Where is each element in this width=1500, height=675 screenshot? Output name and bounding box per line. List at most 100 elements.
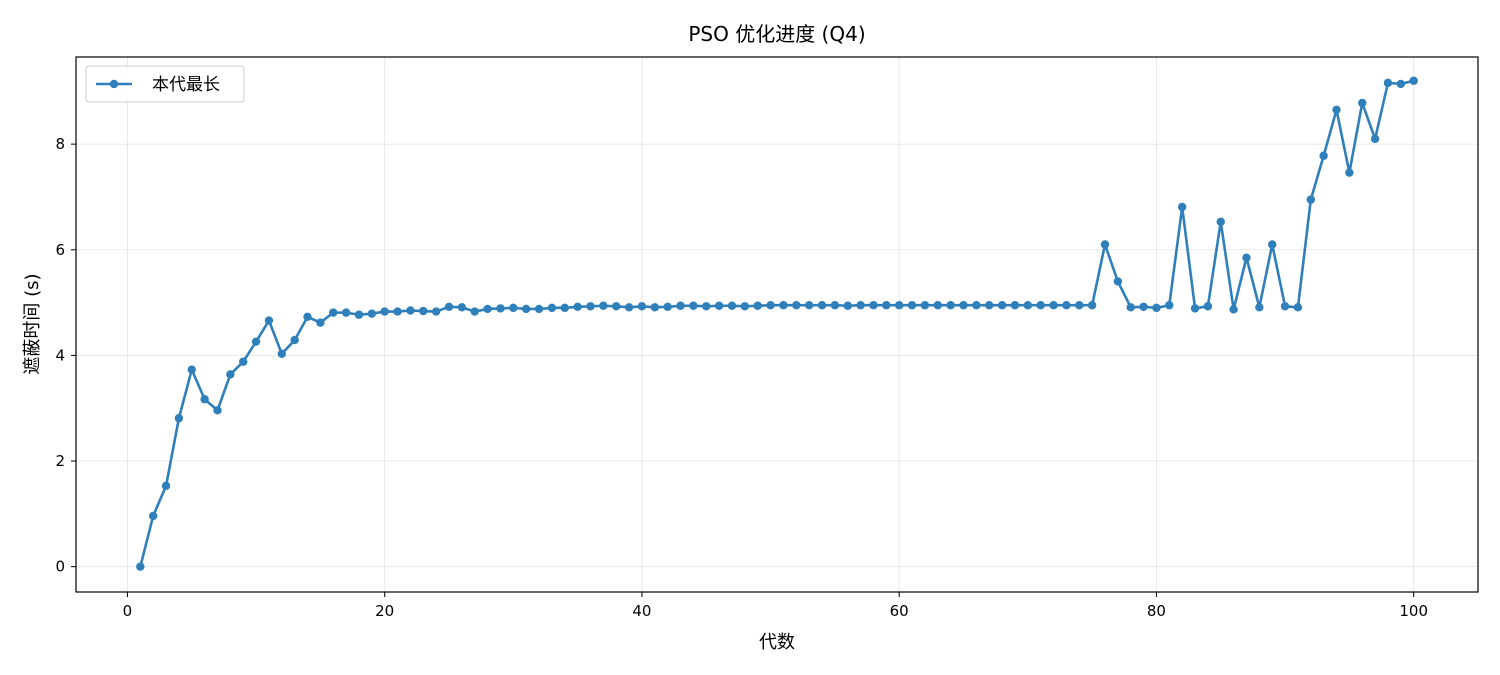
x-axis-label: 代数	[759, 632, 795, 653]
data-point	[869, 301, 878, 310]
data-point	[161, 481, 171, 491]
data-point	[1345, 168, 1354, 177]
data-point	[534, 304, 544, 314]
data-point	[354, 310, 364, 319]
data-point	[1010, 301, 1020, 310]
data-point	[612, 302, 621, 311]
data-point	[727, 301, 737, 310]
data-point	[766, 301, 775, 310]
data-point	[1049, 301, 1058, 310]
data-point	[702, 302, 711, 311]
data-point	[303, 312, 312, 322]
data-point	[959, 301, 968, 310]
y-tick-label: 6	[55, 241, 65, 259]
data-point	[663, 302, 672, 312]
data-point	[406, 306, 415, 315]
data-point	[933, 301, 942, 310]
data-point	[599, 301, 608, 310]
legend: 本代最长	[85, 65, 245, 103]
data-point	[843, 301, 852, 310]
data-point	[457, 303, 467, 312]
data-point	[1358, 98, 1367, 108]
data-point	[650, 303, 660, 312]
data-point	[174, 414, 184, 423]
series-line-0	[139, 79, 1415, 568]
data-point	[779, 301, 788, 310]
data-point	[1409, 76, 1418, 85]
data-point	[1268, 240, 1277, 249]
data-point	[367, 309, 377, 318]
data-point	[277, 349, 286, 359]
data-point	[1319, 151, 1328, 160]
data-point	[1152, 303, 1161, 313]
data-point	[1126, 303, 1135, 312]
data-point	[907, 301, 917, 310]
x-tick-label: 40	[632, 602, 651, 620]
data-point	[676, 301, 685, 310]
data-point	[624, 303, 634, 312]
data-point	[187, 365, 196, 374]
data-point	[560, 303, 569, 313]
data-point	[1216, 217, 1225, 226]
data-point	[1383, 78, 1393, 88]
data-point	[444, 302, 454, 312]
data-point	[496, 304, 505, 313]
data-point	[136, 562, 145, 571]
data-point	[1396, 79, 1406, 89]
data-point	[1203, 302, 1213, 311]
data-point	[792, 301, 801, 310]
data-point	[1190, 304, 1200, 313]
legend-marker-swatch	[109, 79, 119, 89]
data-point	[1255, 303, 1264, 312]
data-point	[380, 307, 389, 316]
data-point	[972, 301, 981, 310]
chart-title: PSO 优化进度 (Q4)	[688, 22, 865, 46]
data-point	[226, 370, 235, 379]
data-point	[689, 301, 698, 310]
data-point	[830, 301, 840, 310]
data-point	[264, 316, 274, 325]
series-layer	[136, 76, 1418, 571]
x-tick-label: 60	[890, 602, 909, 620]
data-point	[753, 301, 762, 310]
x-tick-label: 0	[123, 602, 133, 620]
data-point	[573, 302, 582, 312]
data-point	[804, 301, 814, 310]
data-point	[1113, 277, 1123, 286]
data-point	[1306, 195, 1315, 204]
data-point	[1062, 301, 1071, 310]
data-point	[1087, 301, 1097, 310]
data-point	[547, 303, 557, 313]
y-tick-label: 8	[55, 135, 65, 153]
data-point	[1023, 301, 1033, 310]
data-point	[1036, 301, 1045, 310]
data-point	[946, 301, 955, 310]
legend-entry-label: 本代最长	[152, 75, 220, 95]
data-point	[1332, 105, 1341, 115]
data-point	[1165, 301, 1174, 310]
data-point	[316, 318, 325, 327]
data-point	[740, 302, 750, 311]
data-point	[1370, 134, 1380, 144]
data-point	[882, 301, 891, 310]
data-point	[470, 307, 479, 316]
data-point	[1075, 301, 1084, 310]
data-point	[341, 308, 351, 317]
data-point	[637, 302, 647, 311]
x-tick-label: 20	[375, 602, 394, 620]
data-point	[521, 304, 531, 314]
x-tick-label: 80	[1147, 602, 1166, 620]
data-point	[200, 395, 209, 404]
data-point	[419, 306, 428, 316]
data-point	[1280, 302, 1290, 311]
data-point	[213, 406, 222, 415]
data-point	[1293, 303, 1303, 312]
data-point	[856, 301, 865, 310]
data-point	[1229, 305, 1238, 314]
data-point	[239, 357, 248, 366]
data-point	[817, 301, 827, 310]
y-tick-label: 4	[55, 346, 65, 364]
data-point	[586, 302, 595, 311]
data-point	[509, 303, 518, 313]
